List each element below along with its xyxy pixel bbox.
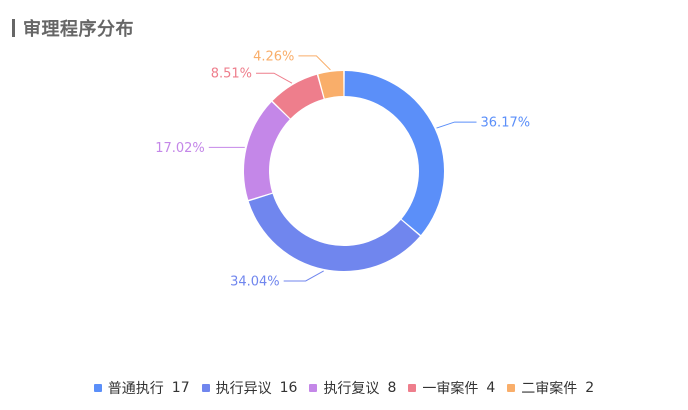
donut-slice-5[interactable] xyxy=(318,71,344,99)
legend-swatch xyxy=(201,384,210,392)
legend-swatch xyxy=(408,384,417,392)
legend-label: 执行复议 xyxy=(323,381,380,397)
legend-item-5[interactable]: 二审案件 2 xyxy=(507,378,594,398)
donut-slice-2[interactable] xyxy=(248,193,420,271)
chart-title-bar: 审理程序分布 xyxy=(12,17,134,40)
legend-item-1[interactable]: 普通执行 17 xyxy=(93,378,190,398)
chart-title: 审理程序分布 xyxy=(23,19,134,40)
legend-value: 8 xyxy=(387,380,397,396)
slice-percent-label-1: 36.17% xyxy=(481,116,531,131)
legend-label: 二审案件 xyxy=(521,381,578,397)
chart-legend: 普通执行 17 执行异议 16 执行复议 8 一审案件 4 二审案件 2 xyxy=(0,378,688,398)
legend-value: 17 xyxy=(171,380,190,396)
legend-item-2[interactable]: 执行异议 16 xyxy=(201,378,298,398)
slice-percent-label-3: 17.02% xyxy=(155,141,205,156)
slice-percent-label-5: 4.26% xyxy=(253,49,294,64)
leader-line-1 xyxy=(436,121,477,129)
donut-slice-1[interactable] xyxy=(344,71,444,235)
leader-line-4 xyxy=(256,72,293,84)
donut-slice-3[interactable] xyxy=(244,102,290,200)
legend-item-3[interactable]: 执行复议 8 xyxy=(309,378,396,398)
donut-slice-4[interactable] xyxy=(272,74,324,119)
title-accent-bar xyxy=(12,19,15,37)
legend-item-4[interactable]: 一审案件 4 xyxy=(408,378,495,398)
legend-label: 一审案件 xyxy=(422,381,479,397)
slice-percent-label-2: 34.04% xyxy=(230,274,280,289)
legend-value: 4 xyxy=(486,380,496,396)
legend-swatch xyxy=(93,384,102,392)
leader-line-5 xyxy=(298,55,331,71)
legend-value: 2 xyxy=(585,380,595,396)
leader-line-2 xyxy=(283,270,324,282)
legend-swatch xyxy=(507,384,516,392)
legend-swatch xyxy=(309,384,318,392)
donut-chart: 36.17% 34.04% 17.02% 8.51%4.26% xyxy=(155,49,531,289)
legend-value: 16 xyxy=(279,380,298,396)
legend-label: 执行异议 xyxy=(215,381,272,397)
slice-percent-label-4: 8.51% xyxy=(211,67,252,82)
legend-label: 普通执行 xyxy=(107,381,164,397)
